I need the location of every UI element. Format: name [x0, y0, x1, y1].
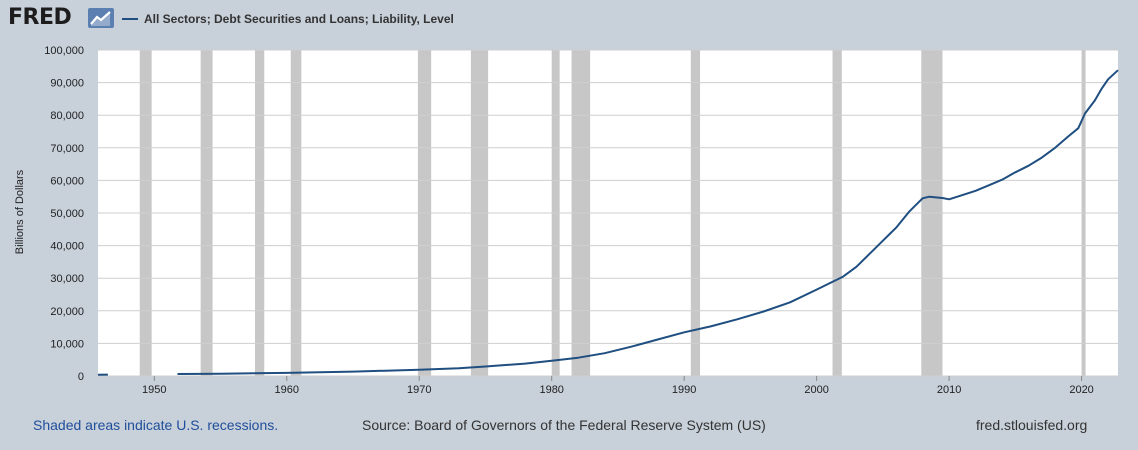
chart-header: FRED All Sectors; Debt Securities and Lo…: [0, 0, 1138, 44]
source-note: Source: Board of Governors of the Federa…: [362, 417, 766, 433]
x-tick-label: 1980: [539, 384, 563, 396]
y-tick-label: 90,000: [50, 78, 84, 90]
chart-svg: 0 10,000 20,000 30,000 40,000 50,000 60,000 70,…: [44, 45, 1119, 396]
y-axis: 0 10,000 20,000 30,000 40,000 50,000 60,000 70,…: [44, 45, 84, 383]
line-chart-icon: [88, 8, 114, 28]
y-tick-label: 60,000: [50, 175, 84, 187]
fred-logo[interactable]: FRED: [8, 5, 72, 30]
x-tick-label: 1950: [142, 384, 166, 396]
x-tick-label: 1990: [672, 384, 696, 396]
legend-line-swatch: [122, 18, 138, 20]
x-tick-label: 2020: [1069, 384, 1093, 396]
legend-series-title: All Sectors; Debt Securities and Loans; …: [144, 12, 454, 26]
y-tick-label: 70,000: [50, 143, 84, 155]
x-tick-label: 2000: [804, 384, 828, 396]
series-line: [177, 69, 1119, 375]
y-tick-label: 40,000: [50, 241, 84, 253]
y-axis-label: Billions of Dollars: [14, 169, 26, 255]
x-tick-label: 2010: [937, 384, 961, 396]
y-tick-label: 80,000: [50, 110, 84, 122]
gridlines: [98, 49, 1118, 377]
x-tick-label: 1960: [275, 384, 299, 396]
y-tick-label: 50,000: [50, 208, 84, 220]
x-axis: 1950 1960 1970 1980 1990 2000 2010 2020: [142, 376, 1094, 396]
y-tick-label: 100,000: [44, 45, 84, 57]
y-tick-label: 30,000: [50, 273, 84, 285]
x-tick-label: 1970: [407, 384, 431, 396]
y-tick-label: 0: [78, 371, 84, 383]
recession-note-link[interactable]: Shaded areas indicate U.S. recessions.: [33, 417, 279, 433]
series-lines: [97, 69, 1119, 376]
site-link[interactable]: fred.stlouisfed.org: [976, 417, 1088, 433]
y-tick-label: 20,000: [50, 306, 84, 318]
y-tick-label: 10,000: [50, 338, 84, 350]
